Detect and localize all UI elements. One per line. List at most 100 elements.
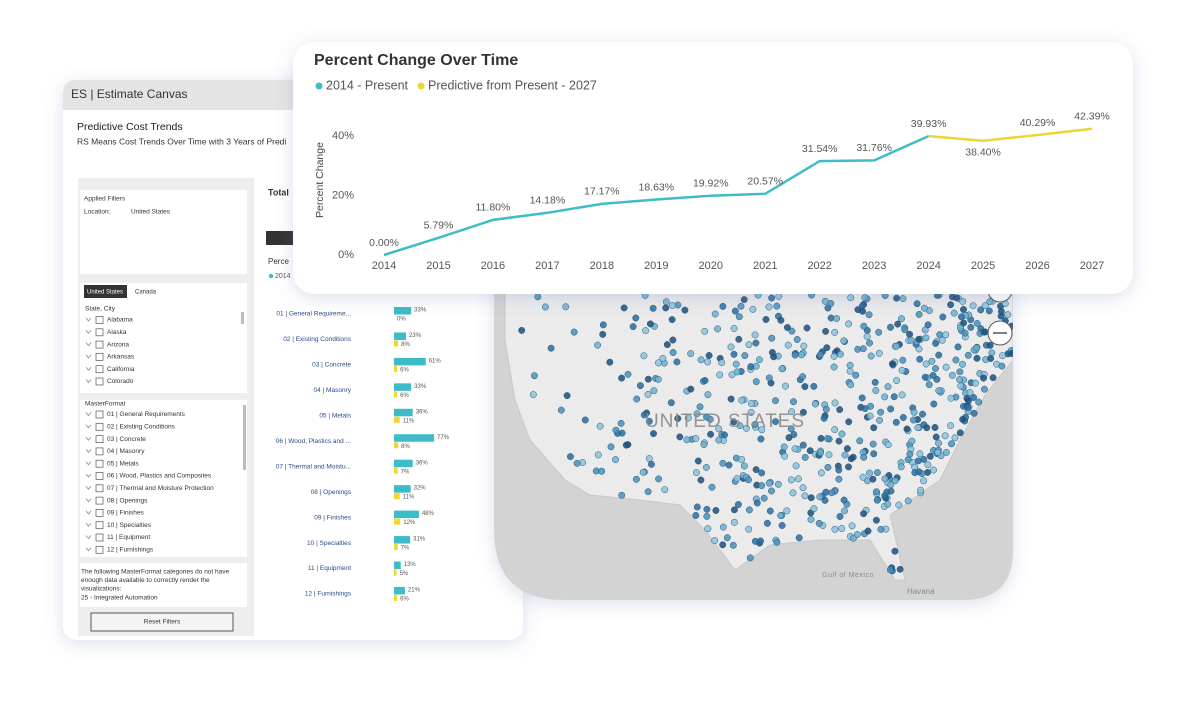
location-dot[interactable]	[712, 507, 720, 514]
location-dot[interactable]	[893, 342, 900, 350]
location-dot[interactable]	[951, 434, 959, 442]
location-dot[interactable]	[795, 534, 803, 542]
location-dot[interactable]	[730, 418, 738, 426]
location-dot[interactable]	[858, 394, 866, 402]
location-dot[interactable]	[935, 351, 943, 359]
location-dot[interactable]	[825, 451, 833, 459]
location-dot[interactable]	[876, 416, 883, 424]
location-dot[interactable]	[854, 306, 862, 314]
location-dot[interactable]	[581, 416, 589, 424]
location-dot[interactable]	[942, 448, 950, 456]
location-dot[interactable]	[977, 306, 985, 314]
location-dot[interactable]	[959, 297, 967, 305]
location-dot[interactable]	[640, 411, 648, 419]
location-dot[interactable]	[908, 437, 916, 445]
location-dot[interactable]	[618, 491, 626, 499]
location-dot[interactable]	[859, 473, 867, 481]
location-dot[interactable]	[719, 541, 727, 549]
location-dot[interactable]	[887, 481, 895, 489]
location-dot[interactable]	[924, 321, 932, 329]
location-dot[interactable]	[790, 398, 797, 406]
location-dot[interactable]	[915, 310, 923, 318]
location-dot[interactable]	[956, 376, 964, 383]
location-dot[interactable]	[860, 453, 868, 461]
location-dot[interactable]	[913, 300, 921, 308]
location-dot[interactable]	[705, 352, 713, 359]
location-dot[interactable]	[867, 352, 875, 360]
location-dot[interactable]	[948, 371, 956, 379]
location-dot[interactable]	[827, 300, 835, 307]
location-dot[interactable]	[969, 302, 977, 310]
location-dot[interactable]	[762, 316, 770, 323]
location-dot[interactable]	[954, 343, 962, 351]
location-dot[interactable]	[645, 455, 653, 463]
location-dot[interactable]	[947, 301, 955, 309]
location-dot[interactable]	[840, 496, 848, 504]
location-dot[interactable]	[884, 500, 892, 508]
location-dot[interactable]	[704, 525, 712, 533]
location-dot[interactable]	[557, 406, 565, 414]
location-dot[interactable]	[563, 392, 571, 400]
location-dot[interactable]	[916, 450, 924, 458]
location-dot[interactable]	[899, 295, 907, 303]
location-dot[interactable]	[707, 430, 715, 438]
location-dot[interactable]	[816, 351, 824, 359]
location-dot[interactable]	[704, 358, 712, 366]
location-dot[interactable]	[644, 488, 652, 496]
location-dot[interactable]	[618, 374, 626, 382]
location-dot[interactable]	[529, 391, 537, 399]
location-dot[interactable]	[566, 453, 574, 461]
location-dot[interactable]	[732, 360, 740, 368]
location-dot[interactable]	[702, 463, 710, 471]
location-dot[interactable]	[650, 387, 658, 395]
location-dot[interactable]	[639, 468, 647, 476]
location-dot[interactable]	[921, 326, 929, 334]
location-dot[interactable]	[941, 432, 949, 440]
location-dot[interactable]	[886, 566, 894, 574]
location-dot[interactable]	[747, 408, 755, 416]
location-dot[interactable]	[749, 305, 757, 313]
location-dot[interactable]	[547, 344, 555, 352]
location-dot[interactable]	[830, 363, 838, 371]
location-dot[interactable]	[725, 461, 733, 469]
location-dot[interactable]	[730, 518, 738, 526]
location-dot[interactable]	[742, 424, 750, 432]
location-dot[interactable]	[948, 293, 956, 301]
location-dot[interactable]	[959, 360, 966, 368]
location-dot[interactable]	[906, 450, 914, 458]
location-dot[interactable]	[901, 326, 909, 334]
location-dot[interactable]	[957, 382, 965, 390]
location-dot[interactable]	[887, 405, 895, 413]
location-dot[interactable]	[830, 352, 838, 360]
location-dot[interactable]	[822, 405, 830, 413]
location-dot[interactable]	[939, 313, 947, 321]
location-dot[interactable]	[932, 339, 940, 347]
location-dot[interactable]	[817, 469, 825, 477]
location-dot[interactable]	[751, 421, 759, 428]
location-dot[interactable]	[751, 331, 759, 339]
location-dot[interactable]	[872, 516, 880, 524]
location-dot[interactable]	[1008, 350, 1015, 357]
location-dot[interactable]	[715, 436, 723, 444]
location-dot[interactable]	[701, 377, 709, 384]
location-dot[interactable]	[746, 554, 754, 562]
location-dot[interactable]	[947, 422, 955, 430]
location-dot[interactable]	[780, 443, 788, 451]
location-dot[interactable]	[650, 430, 657, 438]
location-dot[interactable]	[807, 494, 815, 502]
location-dot[interactable]	[964, 397, 972, 405]
location-dot[interactable]	[899, 414, 907, 421]
location-dot[interactable]	[964, 404, 972, 411]
location-dot[interactable]	[961, 329, 969, 337]
location-dot[interactable]	[624, 370, 632, 378]
location-dot[interactable]	[778, 365, 786, 373]
location-dot[interactable]	[852, 371, 860, 379]
location-dot[interactable]	[903, 425, 911, 433]
location-dot[interactable]	[642, 327, 650, 335]
location-dot[interactable]	[735, 335, 743, 343]
location-dot[interactable]	[936, 331, 944, 339]
location-dot[interactable]	[687, 385, 695, 393]
location-dot[interactable]	[633, 395, 641, 403]
location-dot[interactable]	[730, 325, 738, 332]
checkbox[interactable]	[95, 435, 104, 443]
